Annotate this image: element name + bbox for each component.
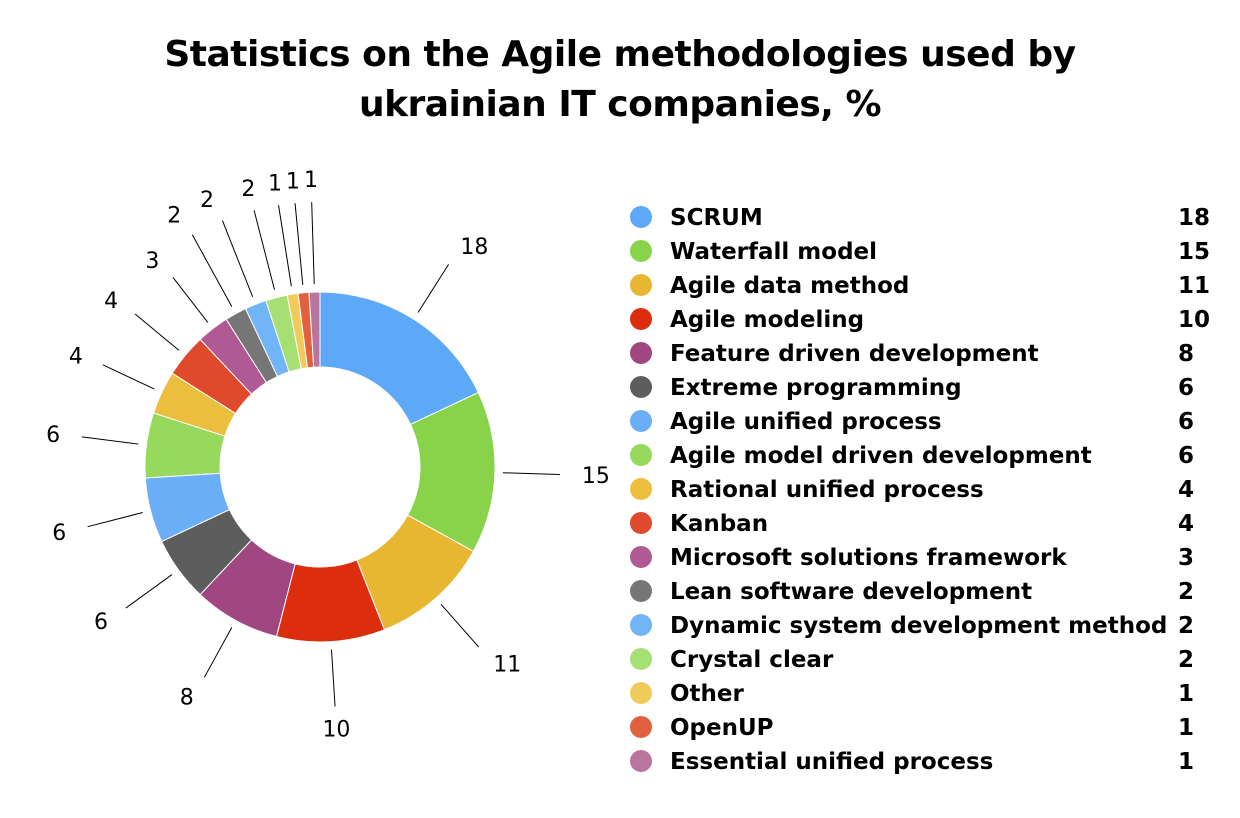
legend-label-essential-unified-process: Essential unified process (670, 749, 993, 775)
data-label-agile-model-driven-development: 6 (46, 423, 60, 448)
leader-line-essential-unified-process (311, 202, 315, 285)
data-label-openup: 1 (286, 169, 300, 194)
slice-essential-unified-process (308, 291, 321, 368)
legend-marker-feature-driven-development (630, 342, 652, 364)
legend-marker-rational-unified-process (630, 478, 652, 500)
legend-value-scrum: 18 (1178, 205, 1210, 231)
legend-label-agile-model-driven-development: Agile model driven development (670, 443, 1092, 469)
leader-line-openup (294, 203, 304, 285)
chart-title-line-2: ukrainian IT companies, % (358, 84, 882, 125)
leader-line-extreme-programming (125, 574, 173, 609)
legend-marker-openup (630, 716, 652, 738)
legend-label-crystal-clear: Crystal clear (670, 647, 834, 673)
legend-label-lean-software-development: Lean software development (670, 579, 1032, 605)
data-label-crystal-clear: 2 (241, 177, 255, 202)
leader-line-agile-data-method (440, 603, 480, 648)
legend-marker-waterfall-model (630, 240, 652, 262)
data-label-agile-unified-process: 6 (52, 521, 66, 546)
legend-value-agile-data-method: 11 (1178, 273, 1210, 299)
legend-value-waterfall-model: 15 (1178, 239, 1210, 265)
legend-value-dynamic-system-development-method: 2 (1178, 613, 1194, 639)
legend-marker-scrum (630, 206, 652, 228)
legend-value-microsoft-solutions-framework: 3 (1178, 545, 1194, 571)
legend-label-openup: OpenUP (670, 715, 774, 741)
data-label-waterfall-model: 15 (582, 464, 610, 489)
legend-label-agile-data-method: Agile data method (670, 273, 909, 299)
leader-line-microsoft-solutions-framework (172, 277, 209, 323)
legend-marker-agile-model-driven-development (630, 444, 652, 466)
leader-line-crystal-clear (253, 210, 275, 290)
legend-label-feature-driven-development: Feature driven development (670, 341, 1039, 367)
legend-value-agile-model-driven-development: 6 (1178, 443, 1194, 469)
chart-title: Statistics on the Agile methodologies us… (0, 30, 1240, 130)
legend-label-extreme-programming: Extreme programming (670, 375, 962, 401)
data-label-dynamic-system-development-method: 2 (200, 188, 214, 213)
legend-marker-other (630, 682, 652, 704)
leader-line-dynamic-system-development-method (221, 220, 254, 298)
data-label-kanban: 4 (104, 289, 118, 314)
data-label-rational-unified-process: 4 (69, 344, 83, 369)
leader-line-kanban (134, 313, 180, 351)
legend-value-feature-driven-development: 8 (1178, 341, 1194, 367)
data-label-extreme-programming: 6 (94, 610, 108, 635)
donut-slices (144, 291, 496, 643)
legend-marker-agile-unified-process (630, 410, 652, 432)
legend-marker-crystal-clear (630, 648, 652, 670)
legend-value-rational-unified-process: 4 (1178, 477, 1194, 503)
legend-marker-essential-unified-process (630, 750, 652, 772)
data-label-scrum: 18 (460, 235, 488, 260)
leader-line-waterfall-model (502, 472, 560, 476)
leader-line-other (278, 205, 292, 287)
legend-label-kanban: Kanban (670, 511, 768, 537)
legend-marker-microsoft-solutions-framework (630, 546, 652, 568)
legend-value-other: 1 (1178, 681, 1194, 707)
legend-marker-agile-modeling (630, 308, 652, 330)
legend-marker-agile-data-method (630, 274, 652, 296)
legend-value-kanban: 4 (1178, 511, 1194, 537)
leader-line-agile-unified-process (87, 512, 143, 528)
leader-line-feature-driven-development (203, 627, 233, 678)
legend-value-crystal-clear: 2 (1178, 647, 1194, 673)
legend-label-dynamic-system-development-method: Dynamic system development method (670, 613, 1167, 639)
legend-value-extreme-programming: 6 (1178, 375, 1194, 401)
leader-line-agile-model-driven-development (81, 436, 139, 445)
data-label-agile-data-method: 11 (493, 653, 521, 678)
legend-label-rational-unified-process: Rational unified process (670, 477, 984, 503)
legend-value-essential-unified-process: 1 (1178, 749, 1194, 775)
data-label-microsoft-solutions-framework: 3 (145, 249, 159, 274)
leader-line-rational-unified-process (102, 364, 155, 390)
legend-label-microsoft-solutions-framework: Microsoft solutions framework (670, 545, 1067, 571)
legend-label-scrum: SCRUM (670, 205, 763, 231)
legend-label-other: Other (670, 681, 745, 707)
legend-label-agile-modeling: Agile modeling (670, 307, 864, 333)
legend-label-agile-unified-process: Agile unified process (670, 409, 942, 435)
leader-line-agile-modeling (330, 649, 336, 707)
legend-value-agile-modeling: 10 (1178, 307, 1210, 333)
callout-leader-lines (81, 202, 560, 707)
legend-value-agile-unified-process: 6 (1178, 409, 1194, 435)
legend-label-waterfall-model: Waterfall model (670, 239, 877, 265)
data-label-agile-modeling: 10 (322, 717, 350, 742)
legend-marker-lean-software-development (630, 580, 652, 602)
data-label-feature-driven-development: 8 (180, 686, 194, 711)
data-label-other: 1 (268, 172, 282, 197)
leader-line-lean-software-development (191, 234, 233, 307)
data-label-lean-software-development: 2 (167, 204, 181, 229)
legend-marker-kanban (630, 512, 652, 534)
data-label-essential-unified-process: 1 (304, 168, 318, 193)
legend-marker-extreme-programming (630, 376, 652, 398)
leader-line-scrum (417, 264, 450, 313)
legend-value-openup: 1 (1178, 715, 1194, 741)
legend-marker-dynamic-system-development-method (630, 614, 652, 636)
chart-title-line-1: Statistics on the Agile methodologies us… (164, 34, 1076, 75)
legend-value-lean-software-development: 2 (1178, 579, 1194, 605)
